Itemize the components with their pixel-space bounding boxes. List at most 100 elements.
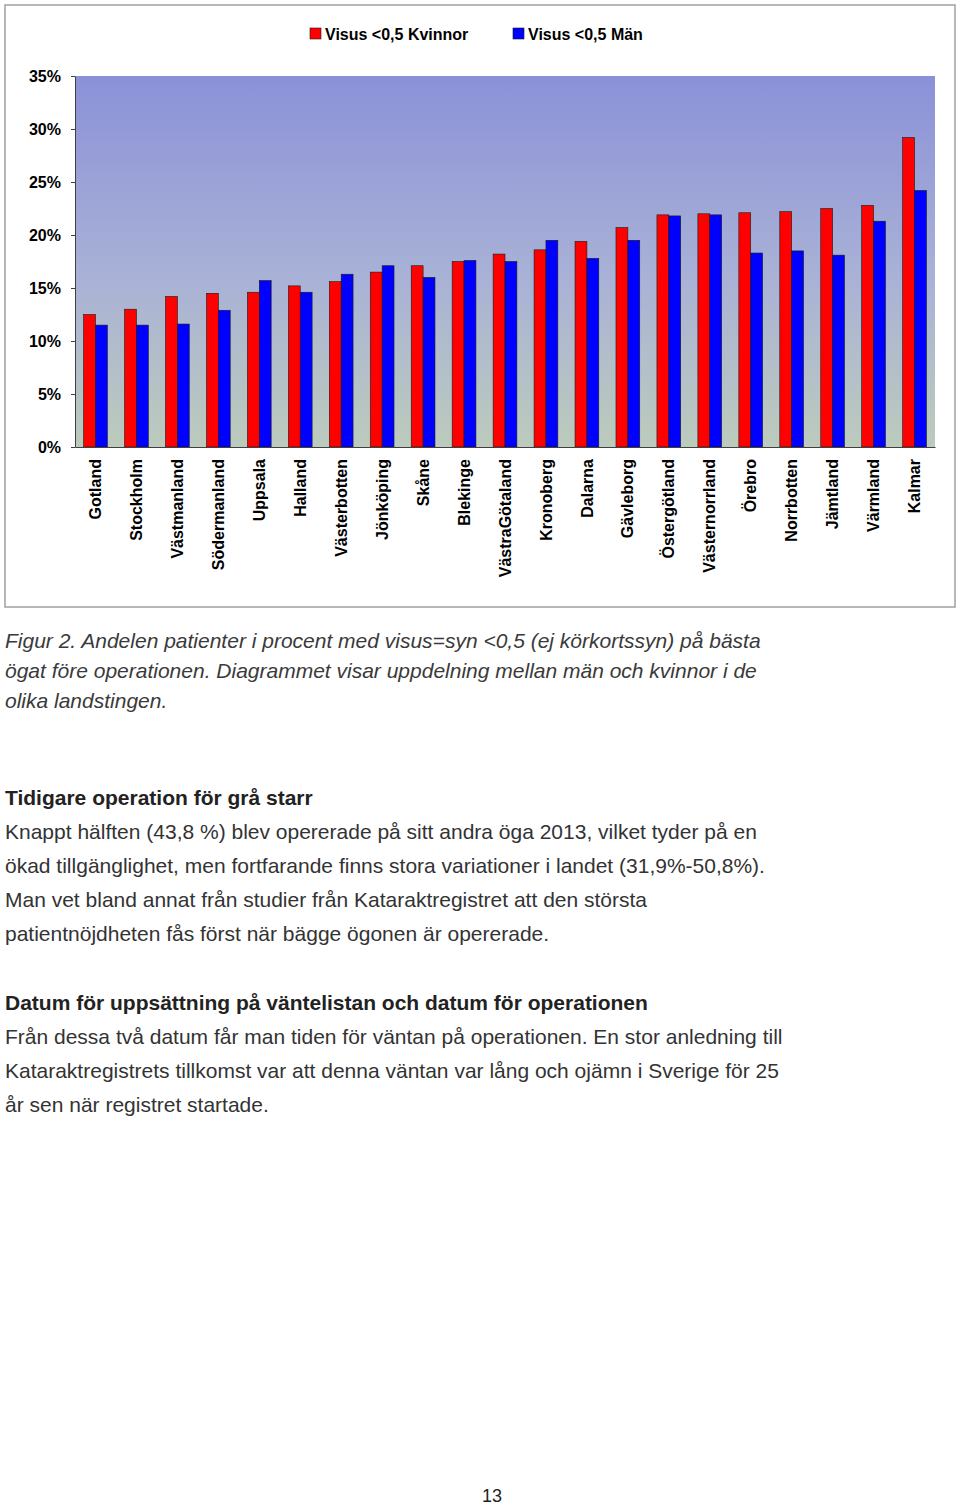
tick-mark	[71, 341, 75, 342]
tick: Kalmar	[906, 447, 923, 513]
bar	[370, 272, 382, 447]
tick-label: Örebro	[741, 459, 759, 513]
bar	[247, 292, 259, 447]
tick-label: 10%	[29, 333, 61, 350]
tick-label: Västerbotten	[333, 459, 350, 557]
body-line: Man vet bland annat från studier från Ka…	[5, 888, 647, 911]
tick-label: Gotland	[87, 459, 104, 519]
tick: Uppsala	[251, 447, 268, 521]
tick-label: Värmland	[865, 459, 882, 532]
tick-label: 25%	[29, 174, 61, 191]
tick: Jönköping	[374, 447, 391, 540]
tick-label: 0%	[38, 439, 61, 456]
tick: Södermanland	[210, 447, 227, 570]
tick-label: Västernorrland	[701, 459, 718, 573]
tick: Norrbotten	[783, 447, 800, 542]
tick-label: 5%	[38, 386, 61, 403]
tick-label: VästraGötaland	[497, 459, 514, 577]
tick-label: Jönköping	[374, 459, 391, 540]
bars	[84, 137, 927, 447]
tick-label: Östergötland	[659, 459, 677, 559]
bar	[464, 260, 476, 447]
bar	[206, 293, 218, 447]
tick-mark	[71, 235, 75, 236]
tick-label: 30%	[29, 121, 61, 138]
legend-label: Visus <0,5 Kvinnor	[325, 26, 468, 43]
tick-label: Kalmar	[906, 459, 923, 513]
body-line: ökad tillgänglighet, men fortfarande fin…	[5, 854, 765, 877]
tick-mark	[71, 182, 75, 183]
bar	[862, 205, 874, 447]
chart-frame	[5, 5, 955, 607]
tick: Jämtland	[824, 447, 841, 529]
axis-line	[76, 447, 936, 448]
tick: 10%	[29, 333, 75, 350]
tick: Östergötland	[659, 447, 677, 559]
bar	[915, 190, 927, 447]
tick-label: Kronoberg	[538, 459, 555, 541]
section: Datum för uppsättning på väntelistan och…	[5, 991, 782, 1116]
legend: Visus <0,5 Kvinnor Visus <0,5 Män	[310, 26, 643, 43]
page-number: 13	[482, 1486, 502, 1506]
bar	[329, 282, 341, 447]
bar	[534, 250, 546, 447]
bar	[587, 258, 599, 447]
legend-label: Visus <0,5 Män	[528, 26, 643, 43]
bar	[833, 255, 845, 447]
caption-line: olika landstingen.	[5, 689, 167, 712]
bar	[698, 214, 710, 447]
axis-line	[75, 77, 76, 448]
bar	[780, 212, 792, 447]
bar	[166, 296, 178, 447]
plot-background	[75, 76, 935, 447]
tick-label: Gävleborg	[619, 459, 636, 538]
y-axis: 0%5%10%15%20%25%30%35%	[29, 68, 76, 456]
page: 0%5%10%15%20%25%30%35%GotlandStockholmVä…	[0, 0, 960, 1506]
bar	[84, 315, 96, 448]
tick-label: Blekinge	[456, 459, 473, 526]
tick-label: Dalarna	[579, 459, 596, 518]
bar	[792, 251, 804, 447]
bar	[288, 286, 300, 447]
tick: Gävleborg	[619, 447, 636, 538]
caption-line: Figur 2. Andelen patienter i procent med…	[5, 629, 761, 652]
bar	[382, 266, 394, 447]
legend-marker	[310, 28, 321, 39]
tick-mark	[71, 447, 75, 448]
tick-label: Halland	[292, 459, 309, 517]
bar	[575, 241, 587, 447]
tick: 15%	[29, 280, 75, 297]
bar	[300, 292, 312, 447]
bar	[739, 213, 751, 447]
bar	[628, 240, 640, 447]
tick-label: Jämtland	[824, 459, 841, 529]
bar	[874, 221, 886, 447]
tick: VästraGötaland	[497, 447, 514, 577]
bar	[95, 325, 107, 447]
tick: Halland	[292, 447, 309, 517]
section-heading: Datum för uppsättning på väntelistan och…	[5, 991, 648, 1014]
bar	[259, 281, 271, 447]
caption: Figur 2. Andelen patienter i procent med…	[5, 629, 761, 712]
tick-mark	[71, 394, 75, 395]
tick-label: Västmanland	[169, 459, 186, 559]
tick: Stockholm	[128, 447, 145, 541]
tick: Västernorrland	[701, 447, 718, 573]
body-line: Från dessa två datum får man tiden för v…	[5, 1025, 782, 1048]
bar	[136, 325, 148, 447]
bar-series	[95, 190, 926, 447]
bar	[505, 262, 517, 448]
bar	[493, 254, 505, 447]
bar	[669, 216, 681, 447]
tick: Örebro	[741, 447, 759, 512]
bar	[751, 253, 763, 447]
bar-series	[84, 137, 915, 447]
body-line: Knappt hälften (43,8 %) blev opererade p…	[5, 820, 757, 843]
bar	[903, 137, 915, 447]
tick-label: 35%	[29, 68, 61, 85]
bar	[616, 228, 628, 447]
tick: 0%	[38, 439, 75, 456]
bar	[546, 240, 558, 447]
caption-line: ögat före operationen. Diagrammet visar …	[5, 659, 757, 682]
tick-mark	[71, 76, 75, 77]
